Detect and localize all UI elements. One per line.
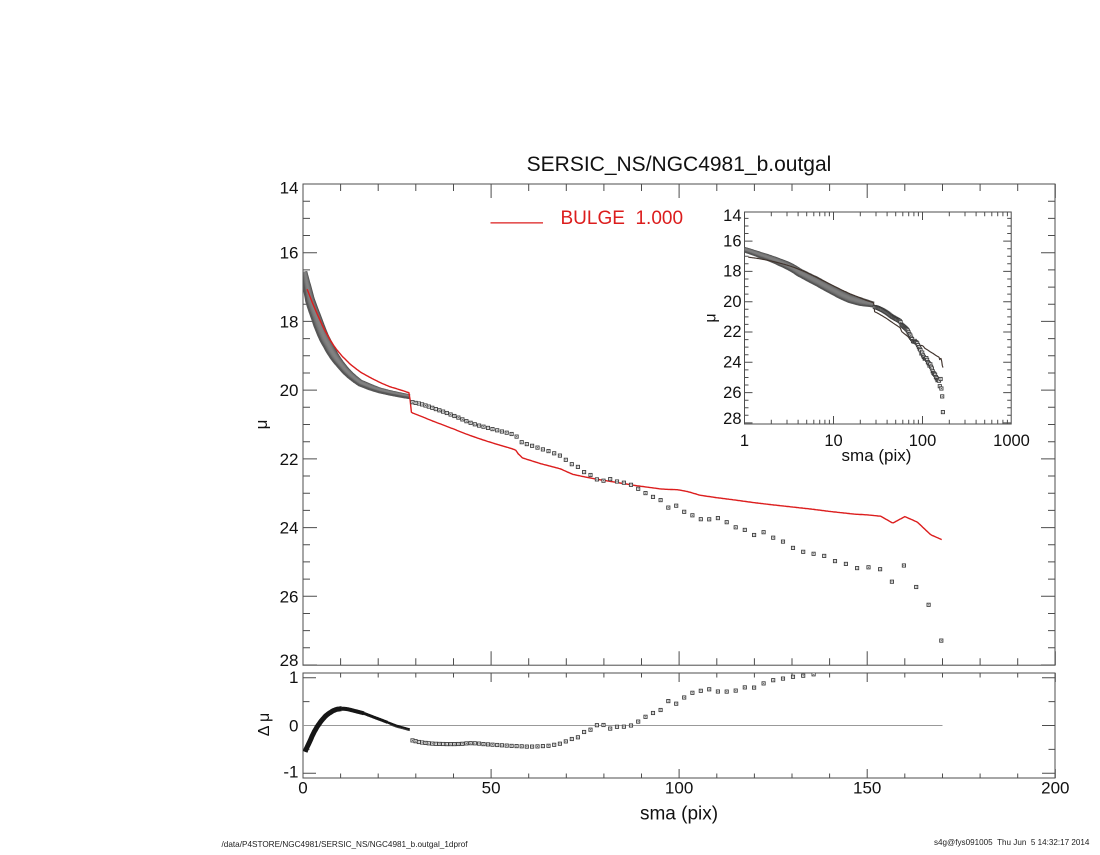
svg-text:20: 20 bbox=[723, 293, 741, 311]
svg-text:10: 10 bbox=[824, 432, 842, 450]
svg-text:100: 100 bbox=[909, 432, 937, 450]
svg-text:26: 26 bbox=[280, 587, 299, 606]
svg-text:16: 16 bbox=[723, 232, 741, 250]
svg-text:50: 50 bbox=[482, 779, 501, 798]
svg-text:/data/P4STORE/NGC4981/SERSIC_N: /data/P4STORE/NGC4981/SERSIC_NS/NGC4981_… bbox=[222, 840, 469, 849]
svg-text:1: 1 bbox=[289, 668, 298, 687]
svg-text:100: 100 bbox=[665, 779, 693, 798]
svg-text:18: 18 bbox=[280, 312, 299, 331]
svg-text:150: 150 bbox=[853, 779, 881, 798]
svg-text:Δ μ: Δ μ bbox=[256, 713, 273, 736]
svg-text:BULGE 1.000: BULGE 1.000 bbox=[561, 208, 684, 229]
svg-text:sma (pix): sma (pix) bbox=[640, 804, 718, 825]
svg-text:28: 28 bbox=[280, 651, 299, 670]
svg-text:14: 14 bbox=[280, 179, 299, 198]
svg-text:s4g@fys091005 Thu Jun 5 14:3: s4g@fys091005 Thu Jun 5 14:32:17 2014 bbox=[934, 838, 1090, 847]
svg-text:μ: μ bbox=[703, 313, 720, 322]
svg-text:18: 18 bbox=[723, 263, 741, 281]
svg-text:14: 14 bbox=[723, 207, 741, 225]
svg-text:0: 0 bbox=[289, 717, 298, 736]
svg-text:200: 200 bbox=[1041, 779, 1069, 798]
svg-text:20: 20 bbox=[280, 381, 299, 400]
svg-text:1000: 1000 bbox=[993, 432, 1030, 450]
svg-text:sma (pix): sma (pix) bbox=[842, 446, 912, 465]
svg-text:28: 28 bbox=[723, 410, 741, 428]
svg-text:24: 24 bbox=[280, 519, 299, 538]
svg-text:μ: μ bbox=[252, 420, 271, 430]
svg-text:-1: -1 bbox=[283, 763, 298, 782]
svg-text:22: 22 bbox=[280, 450, 299, 469]
svg-text:24: 24 bbox=[723, 354, 741, 372]
svg-text:SERSIC_NS/NGC4981_b.outgal: SERSIC_NS/NGC4981_b.outgal bbox=[527, 153, 832, 176]
svg-text:0: 0 bbox=[298, 779, 307, 798]
svg-text:1: 1 bbox=[740, 432, 749, 450]
svg-text:16: 16 bbox=[280, 244, 299, 263]
svg-text:26: 26 bbox=[723, 384, 741, 402]
svg-text:22: 22 bbox=[723, 323, 741, 341]
